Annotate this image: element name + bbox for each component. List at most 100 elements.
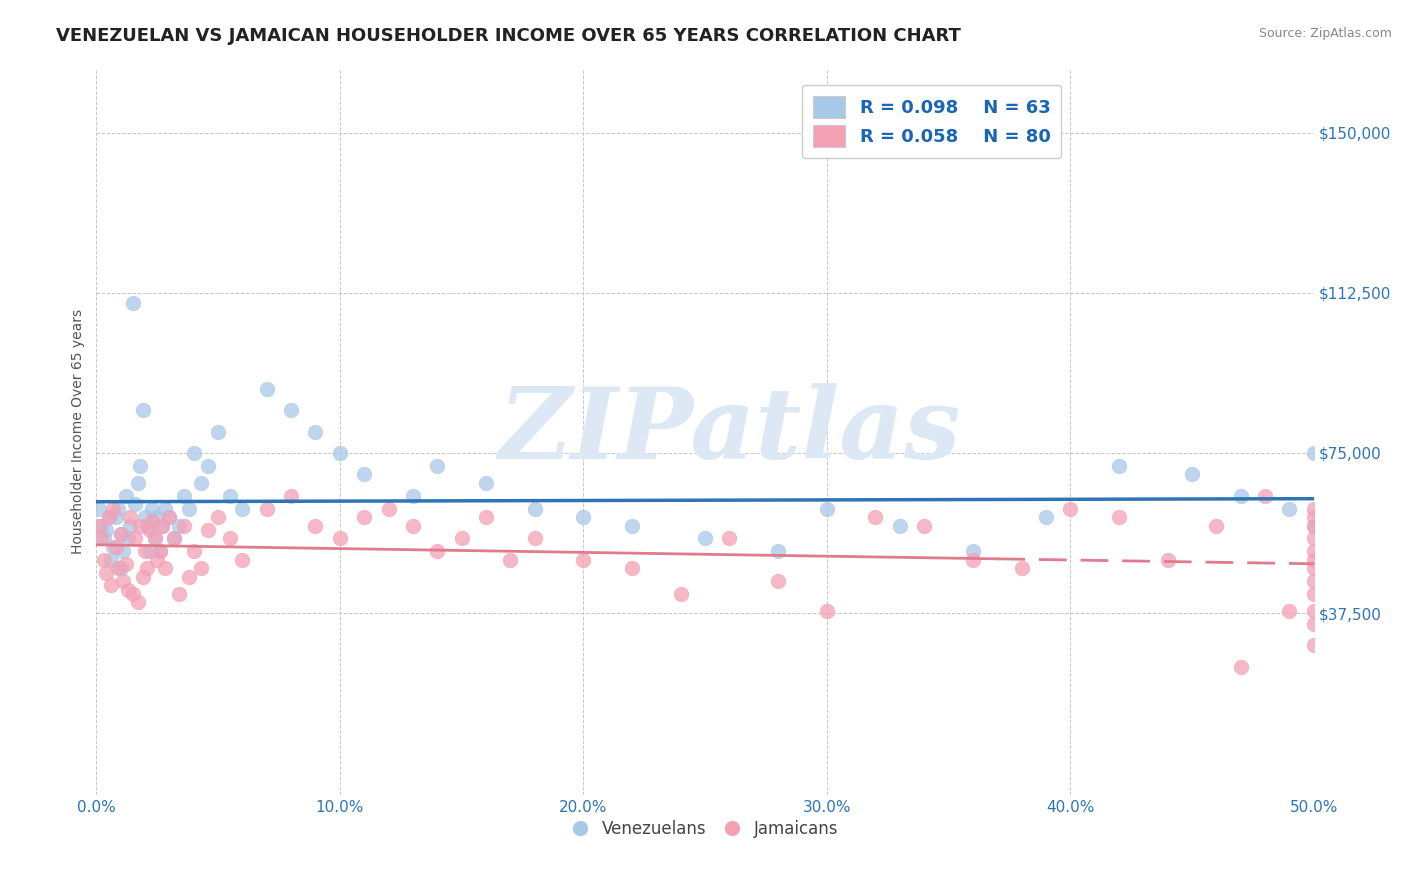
Point (107, 501, 129, 516)
Point (402, 489, 425, 503)
Point (1108, 510, 1130, 524)
Point (141, 501, 163, 516)
Point (523, 532, 546, 546)
Point (136, 518, 159, 533)
Point (177, 570, 200, 584)
Point (1229, 489, 1251, 503)
Point (163, 532, 186, 546)
Point (475, 510, 498, 524)
Point (1302, 518, 1324, 533)
Point (1302, 518, 1324, 533)
Point (122, 296, 145, 310)
Point (87, 501, 110, 516)
Point (190, 561, 212, 575)
Point (256, 501, 278, 516)
Point (141, 514, 163, 528)
Point (149, 544, 172, 558)
Point (1302, 616, 1324, 631)
Point (149, 544, 172, 558)
Point (1205, 518, 1227, 533)
Point (912, 518, 935, 533)
Point (1302, 501, 1324, 516)
Point (1302, 638, 1324, 652)
Point (190, 475, 212, 490)
Point (1302, 574, 1324, 588)
Point (100, 553, 122, 567)
Point (93, 553, 115, 567)
Point (1059, 501, 1081, 516)
Point (377, 501, 399, 516)
Point (136, 561, 159, 575)
Point (621, 561, 644, 575)
Point (1181, 467, 1204, 482)
Text: Source: ZipAtlas.com: Source: ZipAtlas.com (1258, 27, 1392, 40)
Point (94, 566, 117, 580)
Point (402, 518, 425, 533)
Point (183, 446, 205, 460)
Point (1302, 587, 1324, 601)
Point (94, 523, 117, 537)
Point (1108, 458, 1130, 473)
Point (183, 544, 205, 558)
Point (103, 540, 125, 554)
Point (280, 403, 302, 417)
Point (157, 510, 180, 524)
Point (104, 540, 127, 554)
Point (173, 518, 195, 533)
Point (1302, 561, 1324, 575)
Point (231, 501, 253, 516)
Point (1035, 510, 1057, 524)
Point (107, 561, 129, 575)
Point (110, 527, 132, 541)
Point (114, 557, 136, 571)
Point (100, 578, 122, 592)
Point (815, 501, 838, 516)
Point (97, 510, 120, 524)
Point (127, 595, 149, 609)
Point (146, 510, 169, 524)
Point (139, 523, 162, 537)
Point (120, 518, 142, 533)
Point (177, 501, 200, 516)
Point (110, 527, 132, 541)
Point (134, 510, 156, 524)
Point (90, 532, 112, 546)
Point (90, 518, 112, 533)
Point (143, 532, 166, 546)
Point (146, 553, 169, 567)
Point (131, 570, 153, 584)
Point (114, 489, 136, 503)
Point (475, 475, 498, 490)
Point (1278, 604, 1301, 618)
Point (103, 501, 125, 516)
Point (163, 532, 186, 546)
Point (112, 544, 135, 558)
Point (120, 510, 142, 524)
Legend: Venezuelans, Jamaicans: Venezuelans, Jamaicans (565, 814, 845, 845)
Text: VENEZUELAN VS JAMAICAN HOUSEHOLDER INCOME OVER 65 YEARS CORRELATION CHART: VENEZUELAN VS JAMAICAN HOUSEHOLDER INCOM… (56, 27, 962, 45)
Point (572, 510, 595, 524)
Point (167, 518, 190, 533)
Point (124, 497, 146, 511)
Point (122, 587, 145, 601)
Point (889, 518, 911, 533)
Point (117, 532, 139, 546)
Point (129, 518, 152, 533)
Point (766, 574, 789, 588)
Point (1229, 659, 1251, 673)
Point (766, 544, 789, 558)
Point (167, 587, 190, 601)
Point (304, 425, 326, 439)
Point (153, 561, 176, 575)
Point (1302, 604, 1324, 618)
Point (143, 532, 166, 546)
Point (1011, 561, 1033, 575)
Point (219, 532, 242, 546)
Point (150, 518, 173, 533)
Point (1302, 510, 1324, 524)
Point (329, 532, 352, 546)
Point (117, 582, 139, 597)
Point (865, 510, 887, 524)
Point (97, 510, 120, 524)
Point (197, 523, 219, 537)
